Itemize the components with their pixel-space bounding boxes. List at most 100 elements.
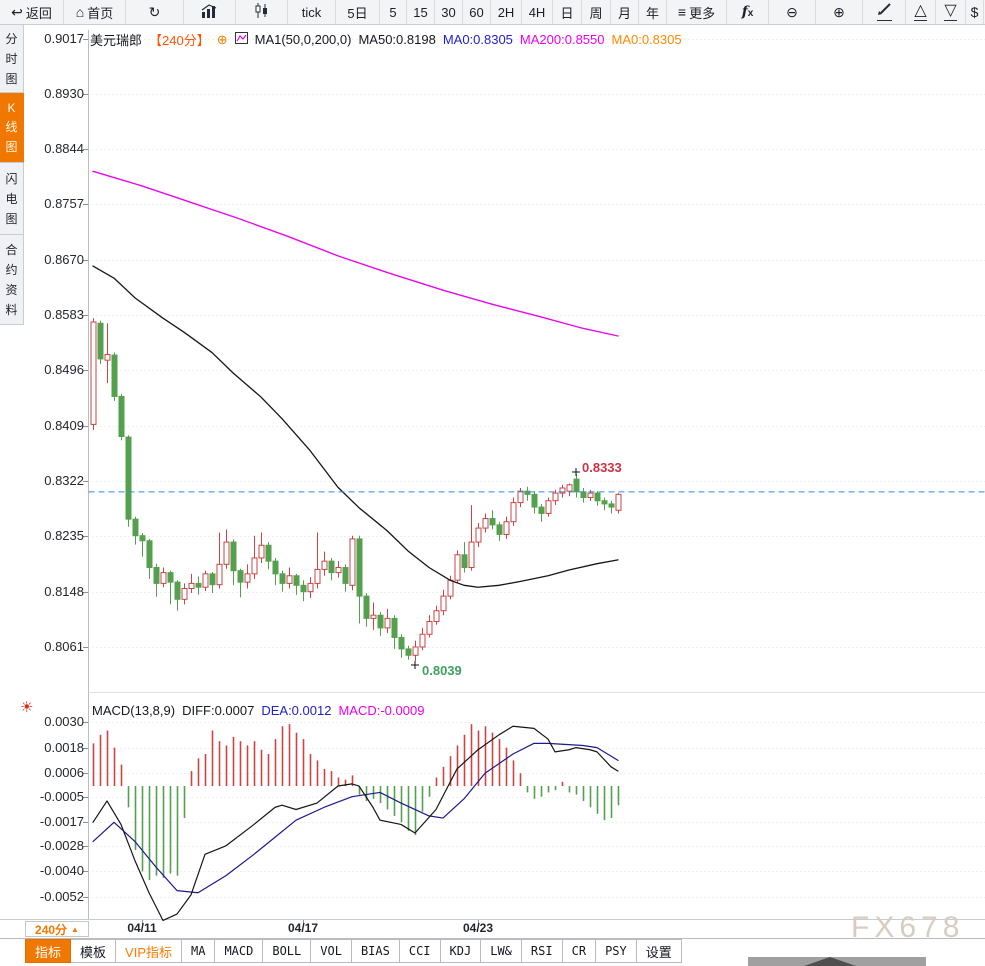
macd-diff-value: DIFF:0.0007 bbox=[182, 703, 255, 718]
sidebar-tab-char: 电 bbox=[5, 192, 18, 206]
indicator-tab-KDJ[interactable]: KDJ bbox=[440, 939, 482, 963]
bottom-drag-handle[interactable] bbox=[748, 957, 926, 966]
macd-axis-label: 0.0018 bbox=[44, 739, 84, 755]
toolbar-label-period-4h: 4H bbox=[528, 4, 546, 20]
price-axis-label: 0.8409 bbox=[44, 417, 84, 433]
toolbar-button-period-5[interactable]: 5 bbox=[380, 0, 407, 24]
period-collapse-button[interactable]: 240分 ▲ bbox=[25, 921, 89, 937]
low-price-annotation: 0.8039 bbox=[422, 662, 462, 678]
ma-settings-label: MA1(50,0,200,0) bbox=[254, 32, 352, 47]
symbol-header: 美元瑞郎 【240分】 ⊕ MA1(50,0,200,0) MA50:0.819… bbox=[90, 30, 682, 49]
x-axis-date-label: 04/23 bbox=[462, 921, 494, 935]
toolbar-label-period-2h: 2H bbox=[497, 4, 515, 20]
toolbar-label-back: 返回 bbox=[25, 5, 52, 21]
toolbar-button-candle-chart[interactable] bbox=[236, 0, 288, 24]
indicator-tab-设置[interactable]: 设置 bbox=[636, 939, 682, 963]
toolbar-button-tick[interactable]: tick bbox=[288, 0, 336, 24]
sidebar-tab-flash-chart[interactable]: 闪电图 bbox=[0, 163, 24, 235]
indicator-tab-LW&[interactable]: LW& bbox=[481, 939, 522, 963]
macd-axis-label: 0.0030 bbox=[44, 714, 84, 729]
toolbar-button-period-15[interactable]: 15 bbox=[407, 0, 435, 24]
collapse-up-icon: ▲ bbox=[71, 924, 79, 934]
macd-axis-label: -0.0017 bbox=[39, 814, 84, 830]
refresh-icon: ↻ bbox=[148, 4, 161, 20]
toolbar-button-period-2h[interactable]: 2H bbox=[491, 0, 522, 24]
zoom-in-icon: ⊕ bbox=[833, 4, 845, 20]
toolbar-button-period-60[interactable]: 60 bbox=[463, 0, 491, 24]
macd-title: MACD(13,8,9) bbox=[92, 703, 176, 718]
indicator-tab-MACD[interactable]: MACD bbox=[215, 939, 264, 963]
toolbar-button-back[interactable]: ↩ 返回 bbox=[0, 0, 64, 24]
toolbar-button-period-4h[interactable]: 4H bbox=[522, 0, 553, 24]
toolbar-button-shape-up[interactable]: △ bbox=[906, 0, 936, 24]
sidebar-tab-contract-info[interactable]: 合约资料 bbox=[0, 235, 24, 325]
price-axis-label: 0.8583 bbox=[44, 307, 84, 322]
toolbar-button-zoom-out[interactable]: ⊖ bbox=[769, 0, 816, 24]
formula-fx-icon: fx bbox=[741, 4, 754, 20]
indicator-tab-BIAS[interactable]: BIAS bbox=[351, 939, 400, 963]
ma0-orange-value: MA0:0.8305 bbox=[611, 32, 682, 47]
indicator-tab-RSI[interactable]: RSI bbox=[521, 939, 563, 963]
indicator-tab-指标[interactable]: 指标 bbox=[25, 939, 72, 963]
indicator-tab-BOLL[interactable]: BOLL bbox=[263, 939, 312, 963]
toolbar-button-period-month[interactable]: 月 bbox=[611, 0, 639, 24]
triangle-down-icon: ▽ bbox=[944, 2, 957, 21]
macd-axis-label: -0.0052 bbox=[39, 888, 84, 904]
toolbar-label-home: 首页 bbox=[87, 5, 114, 21]
indicator-tab-bar: 指标 模板 VIP指标 MA MACD BOLL VOL BIAS CCI KDJ LW& RSI CR… bbox=[0, 938, 985, 966]
macd-axis-label: -0.0040 bbox=[39, 863, 84, 879]
ma-chart-icon[interactable] bbox=[234, 32, 248, 47]
sidebar-tab-char: K bbox=[7, 100, 16, 115]
price-axis-label: 0.8670 bbox=[44, 251, 84, 267]
toolbar-button-range-5d[interactable]: 5日 bbox=[336, 0, 380, 24]
toolbar-button-period-year[interactable]: 年 bbox=[639, 0, 667, 24]
price-axis-label: 0.8235 bbox=[44, 528, 84, 544]
indicator-tab-VIP指标[interactable]: VIP指标 bbox=[116, 939, 182, 963]
toolbar-label-period-month: 月 bbox=[617, 5, 631, 21]
toolbar-button-formula[interactable]: fx bbox=[727, 0, 769, 24]
indicator-tab-CR[interactable]: CR bbox=[562, 939, 597, 963]
toolbar-button-refresh[interactable]: ↻ bbox=[126, 0, 184, 24]
price-axis-label: 0.8061 bbox=[44, 638, 84, 654]
price-axis-label: 0.8757 bbox=[44, 196, 84, 212]
toolbar-label-tick: tick bbox=[301, 4, 322, 20]
handle-up-arrow-icon bbox=[804, 957, 856, 966]
period-badge: 【240分】 bbox=[149, 33, 210, 48]
toolbar-label-range-5d: 5日 bbox=[347, 5, 368, 21]
circle-plus-icon[interactable]: ⊕ bbox=[216, 31, 228, 47]
toolbar-label-period-60: 60 bbox=[469, 4, 484, 20]
sidebar-tab-char: 线 bbox=[5, 119, 18, 134]
x-axis-date-label: 04/17 bbox=[287, 921, 319, 935]
toolbar-button-period-day[interactable]: 日 bbox=[553, 0, 582, 24]
price-axis-label: 0.8844 bbox=[44, 141, 84, 157]
indicator-tab-VOL[interactable]: VOL bbox=[311, 939, 352, 963]
sidebar-tab-char: 图 bbox=[5, 139, 18, 154]
toolbar-button-more[interactable]: ≡ 更多 bbox=[667, 0, 727, 24]
ma200-value: MA200:0.8550 bbox=[519, 32, 605, 47]
ma50-value: MA50:0.8198 bbox=[358, 32, 436, 47]
indicator-tab-PSY[interactable]: PSY bbox=[596, 939, 637, 963]
toolbar-label-period-5: 5 bbox=[389, 4, 397, 20]
sidebar-tab-char: 资 bbox=[5, 283, 18, 297]
toolbar-button-zoom-in[interactable]: ⊕ bbox=[816, 0, 863, 24]
macd-axis-label: -0.0028 bbox=[39, 837, 84, 853]
toolbar-button-period-30[interactable]: 30 bbox=[435, 0, 463, 24]
indicator-settings-icon[interactable]: ☀ bbox=[20, 699, 34, 716]
toolbar-button-bar-chart[interactable] bbox=[184, 0, 236, 24]
sidebar-tab-time-chart[interactable]: 分时图 bbox=[0, 25, 24, 93]
toolbar-button-shape-down[interactable]: ▽ bbox=[936, 0, 966, 24]
indicator-tab-模板[interactable]: 模板 bbox=[71, 939, 117, 963]
menu-icon: ≡ bbox=[677, 4, 687, 20]
toolbar-button-price[interactable]: $ bbox=[966, 0, 984, 24]
bar-chart-icon bbox=[201, 3, 218, 21]
indicator-tab-CCI[interactable]: CCI bbox=[399, 939, 441, 963]
top-toolbar: ↩ 返回 ⌂ 首页 ↻ tick 5日 5 15 30 60 2H 4H 日周月年 ≡ 更多 fx ⊖ ⊕ △ ▽ $ bbox=[0, 0, 985, 25]
toolbar-button-draw[interactable] bbox=[863, 0, 906, 24]
price-axis-label: 0.8496 bbox=[44, 362, 84, 378]
toolbar-button-home[interactable]: ⌂ 首页 bbox=[64, 0, 126, 24]
indicator-tab-MA[interactable]: MA bbox=[182, 939, 216, 963]
toolbar-button-period-week[interactable]: 周 bbox=[582, 0, 611, 24]
